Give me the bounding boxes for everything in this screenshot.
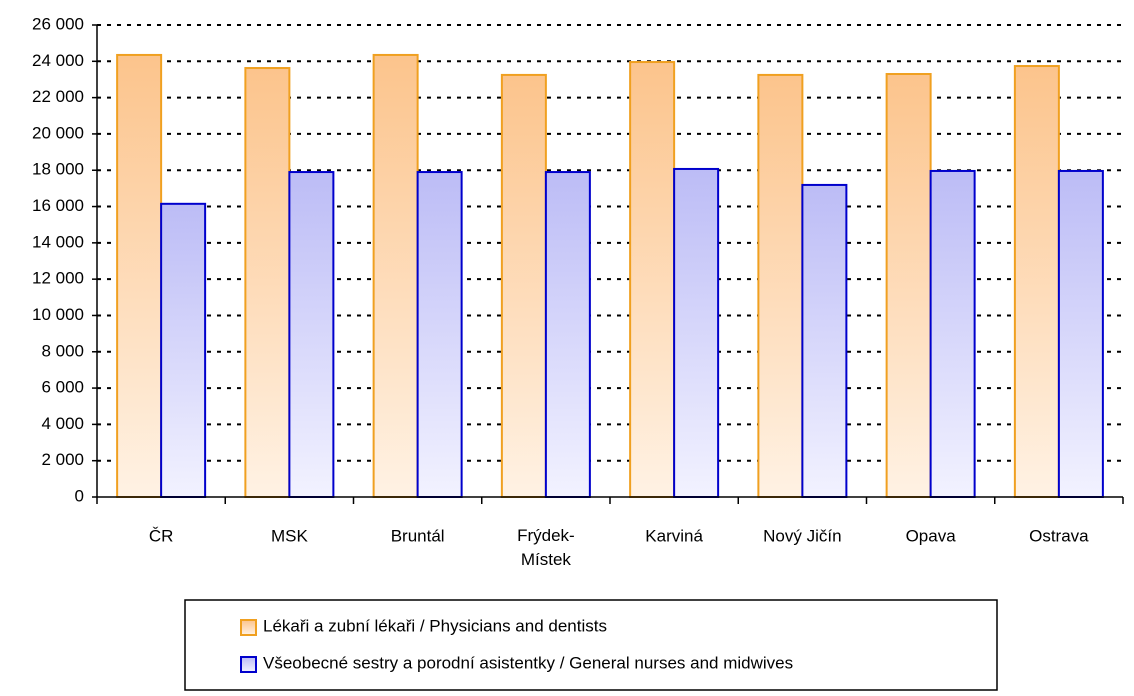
x-tick-label: MSK — [271, 526, 309, 545]
legend-label: Lékaři a zubní lékaři / Physicians and d… — [263, 616, 607, 635]
bar — [416, 171, 463, 499]
y-tick-label: 0 — [75, 486, 84, 505]
bar — [673, 167, 720, 499]
bar — [372, 53, 419, 498]
y-tick-label: 24 000 — [32, 51, 84, 70]
legend-swatch — [240, 619, 257, 636]
bar — [801, 183, 848, 498]
x-tick-label: Bruntál — [391, 526, 445, 545]
y-tick-label: 26 000 — [32, 14, 84, 33]
bar — [629, 61, 676, 499]
bar — [288, 171, 335, 499]
y-tick-label: 22 000 — [32, 87, 84, 106]
y-tick-label: 18 000 — [32, 160, 84, 179]
legend-swatch — [240, 656, 257, 673]
bar — [1013, 65, 1060, 499]
y-tick-label: 16 000 — [32, 196, 84, 215]
x-tick-label: Frýdek- Místek — [517, 526, 575, 569]
x-tick-label: Opava — [906, 526, 957, 545]
bar — [160, 202, 207, 498]
x-tick-label-line: Místek — [521, 550, 572, 569]
y-tick-label: 12 000 — [32, 269, 84, 288]
bar — [1057, 169, 1104, 499]
bar — [885, 73, 932, 498]
y-tick-label: 10 000 — [32, 305, 84, 324]
bar — [757, 73, 804, 499]
x-tick-label: Ostrava — [1029, 526, 1089, 545]
legend-box — [184, 599, 998, 691]
bar — [244, 67, 291, 498]
bar — [544, 171, 591, 499]
y-tick-label: 8 000 — [41, 341, 84, 360]
bar — [116, 53, 163, 498]
y-tick-label: 2 000 — [41, 450, 84, 469]
x-tick-label: Karviná — [645, 526, 703, 545]
y-tick-label: 14 000 — [32, 232, 84, 251]
x-tick-label: Nový Jičín — [763, 526, 841, 545]
y-tick-label: 20 000 — [32, 123, 84, 142]
y-tick-label: 4 000 — [41, 414, 84, 433]
bar — [500, 73, 547, 499]
legend-label: Všeobecné sestry a porodní asistentky / … — [263, 653, 793, 672]
y-tick-label: 6 000 — [41, 378, 84, 397]
x-tick-label-line: Frýdek- — [517, 526, 575, 545]
bar — [929, 169, 976, 499]
x-tick-label: ČR — [149, 526, 174, 545]
